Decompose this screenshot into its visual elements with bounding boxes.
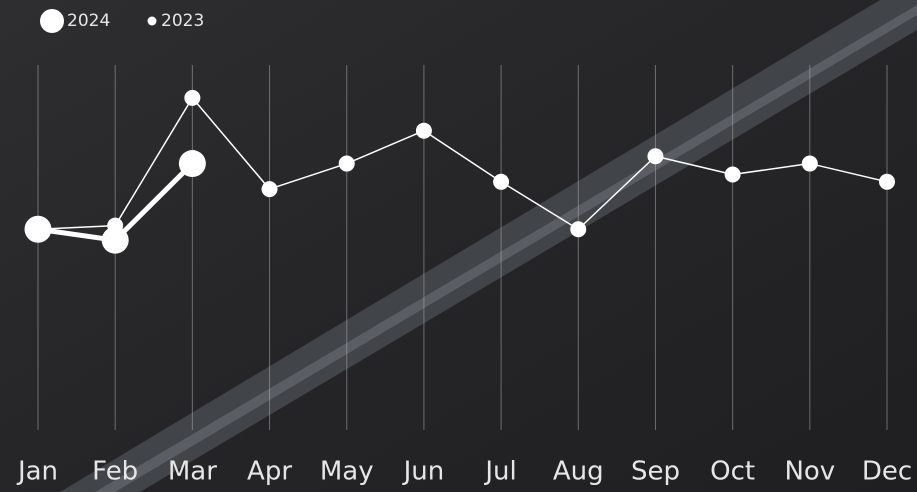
legend-marker: [40, 9, 64, 33]
x-tick-label: Dec: [862, 457, 912, 487]
x-tick-label: Mar: [168, 457, 217, 487]
legend-label: 2023: [161, 11, 204, 31]
data-point: [879, 174, 895, 190]
data-point: [570, 221, 586, 237]
x-tick-label: Jan: [16, 457, 58, 487]
x-tick-label: Sep: [631, 457, 680, 487]
legend-label: 2024: [67, 11, 110, 31]
data-point: [647, 148, 663, 164]
data-point: [493, 174, 509, 190]
x-tick-label: Apr: [247, 457, 292, 487]
chart-area: Jan Feb Mar Apr May Jun Jul Aug Sep Oct Nov Dec 2024…: [0, 0, 917, 492]
x-tick-label: May: [320, 457, 374, 487]
data-point: [262, 181, 278, 197]
data-point: [102, 227, 129, 254]
data-point: [25, 216, 52, 243]
x-tick-label: Jul: [483, 457, 516, 487]
series-line: [38, 98, 887, 229]
data-point: [416, 123, 432, 139]
chart: Jan Feb Mar Apr May Jun Jul Aug Sep Oct Nov Dec 2024…: [0, 0, 917, 492]
data-point: [184, 90, 200, 106]
data-point: [725, 167, 741, 183]
data-point: [802, 156, 818, 172]
legend-marker: [148, 17, 157, 26]
data-point: [339, 156, 355, 172]
x-tick-label: Feb: [92, 457, 138, 487]
x-tick-label: Jun: [402, 457, 445, 487]
x-tick-label: Oct: [710, 457, 755, 487]
x-tick-label: Aug: [553, 457, 604, 487]
x-tick-label: Nov: [784, 457, 835, 487]
data-point: [179, 150, 206, 177]
